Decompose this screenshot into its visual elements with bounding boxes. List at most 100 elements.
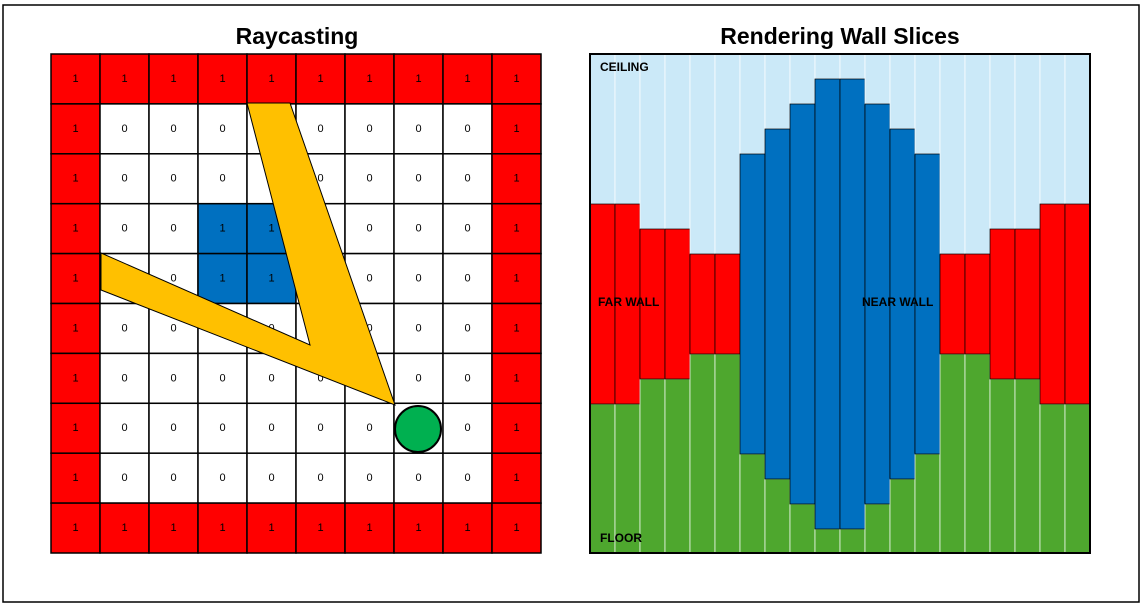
cell <box>491 202 542 255</box>
ceiling-slice <box>689 53 716 255</box>
cell-value: 0 <box>415 322 421 334</box>
cell-value: 0 <box>219 422 225 434</box>
floor-slice <box>1064 403 1091 554</box>
cell <box>246 53 297 105</box>
floor-slice <box>764 478 791 554</box>
cell-value: 0 <box>170 223 176 235</box>
ceiling-slice <box>614 53 641 205</box>
ceiling-slice <box>1064 53 1091 205</box>
cell-value: 0 <box>415 173 421 185</box>
cell <box>393 53 444 105</box>
right-title: Rendering Wall Slices <box>720 23 959 49</box>
cell-value: 0 <box>317 472 323 484</box>
cell <box>491 452 542 504</box>
cell-value: 1 <box>415 73 421 85</box>
cell-value: 1 <box>72 73 78 85</box>
cell-value: 0 <box>464 123 470 135</box>
cell <box>442 502 493 554</box>
wall-slice <box>1014 228 1041 380</box>
cell <box>50 302 101 355</box>
ceiling-slice <box>639 53 666 230</box>
cell <box>344 402 395 454</box>
cell-value: 0 <box>170 272 176 284</box>
cell-value: 0 <box>317 422 323 434</box>
cell-value: 0 <box>170 472 176 484</box>
cell <box>148 502 199 554</box>
wall-slice <box>864 103 891 505</box>
cell-value: 0 <box>121 322 127 334</box>
ceiling-slice <box>664 53 691 230</box>
cell-value: 0 <box>464 422 470 434</box>
left-title: Raycasting <box>236 23 359 49</box>
cell <box>491 252 542 305</box>
cell-value: 1 <box>513 472 519 484</box>
cell-value: 0 <box>170 422 176 434</box>
cell-value: 1 <box>72 123 78 135</box>
cell-value: 1 <box>72 173 78 185</box>
cell <box>344 452 395 504</box>
ceiling-slice <box>814 53 841 80</box>
cell-value: 1 <box>170 73 176 85</box>
cell-value: 0 <box>268 472 274 484</box>
ceiling-slice <box>789 53 816 105</box>
ceiling-slice <box>839 53 866 80</box>
ceiling-slice <box>914 53 941 155</box>
floor-slice <box>964 353 991 554</box>
floor-slice <box>589 403 616 554</box>
cell-value: 1 <box>513 73 519 85</box>
cell <box>148 452 199 504</box>
floor-slice <box>789 503 816 554</box>
cell-value: 1 <box>121 522 127 534</box>
cell-value: 0 <box>121 422 127 434</box>
cell-value: 1 <box>268 223 274 235</box>
cell-value: 1 <box>513 322 519 334</box>
cell <box>246 402 297 454</box>
cell-value: 0 <box>366 173 372 185</box>
cell-value: 1 <box>513 123 519 135</box>
wall-slice <box>664 228 691 380</box>
cell <box>99 153 150 205</box>
ceiling-label: CEILING <box>600 60 649 74</box>
cell-value: 1 <box>513 372 519 384</box>
cell-value: 0 <box>415 472 421 484</box>
cell <box>50 103 101 155</box>
cell-value: 0 <box>219 123 225 135</box>
cell <box>344 202 395 255</box>
ceiling-slice <box>964 53 991 255</box>
ceiling-slice <box>989 53 1016 230</box>
cell-value: 0 <box>268 422 274 434</box>
cell-value: 0 <box>464 472 470 484</box>
cell-value: 1 <box>121 73 127 85</box>
cell <box>148 153 199 205</box>
cell <box>491 302 542 355</box>
cell-value: 0 <box>464 173 470 185</box>
cell <box>491 103 542 155</box>
wall-slice <box>689 253 716 355</box>
cell-value: 0 <box>366 422 372 434</box>
floor-slice <box>914 453 941 554</box>
cell-value: 1 <box>219 73 225 85</box>
ceiling-slice <box>764 53 791 130</box>
cell-value: 1 <box>366 522 372 534</box>
cell-value: 1 <box>219 522 225 534</box>
cell <box>50 53 101 105</box>
cell <box>393 202 444 255</box>
view-frame <box>589 53 1091 554</box>
cell-value: 0 <box>366 123 372 135</box>
cell-value: 0 <box>170 123 176 135</box>
far-wall-label: FAR WALL <box>598 295 659 309</box>
cell <box>491 153 542 205</box>
cell-value: 0 <box>464 272 470 284</box>
cell-value: 1 <box>317 522 323 534</box>
cell <box>344 103 395 155</box>
ceiling-slice <box>939 53 966 255</box>
floor-slice <box>1039 403 1066 554</box>
floor-slice <box>939 353 966 554</box>
wall-slice <box>1039 203 1066 405</box>
cell <box>50 502 101 554</box>
cell-value: 0 <box>317 372 323 384</box>
cell-value: 0 <box>170 173 176 185</box>
cell-value: 1 <box>513 272 519 284</box>
cell <box>295 502 346 554</box>
cell-value: 0 <box>464 372 470 384</box>
